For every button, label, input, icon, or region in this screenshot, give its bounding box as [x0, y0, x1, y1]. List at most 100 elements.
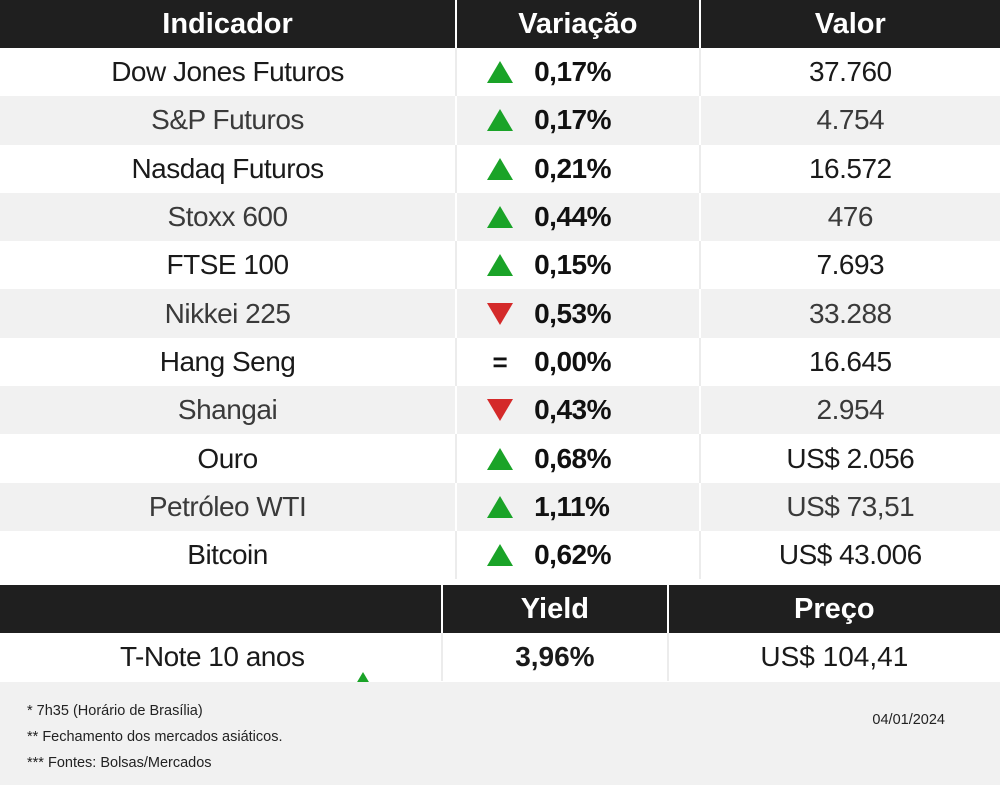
table-row: Shangai 0,43% 2.954 — [0, 386, 1000, 435]
arrow-up-icon — [487, 61, 514, 84]
header-yield: Yield — [520, 592, 590, 625]
indicator-value: 4.754 — [816, 104, 885, 136]
header-variacao: Variação — [518, 7, 638, 40]
table-row: Nasdaq Futuros 0,21% 16.572 — [0, 144, 1000, 193]
indicator-value: US$ 2.056 — [786, 442, 915, 474]
cell-divider — [441, 633, 444, 681]
indicator-value: 33.288 — [808, 297, 892, 329]
indicator-change: 0,53% — [534, 297, 611, 329]
bond-name-cell: T-Note 10 anos — [0, 633, 441, 694]
arrow-down-icon — [487, 302, 514, 325]
table-row: Hang Seng = 0,00% 16.645 — [0, 337, 1000, 387]
indicator-change-cell: = 0,00% — [457, 338, 699, 386]
date-label: 04/01/2024 — [872, 712, 945, 728]
indicator-value: 476 — [827, 201, 874, 233]
table-row: Bitcoin 0,62% US$ 43.006 — [0, 530, 1000, 580]
header-indicador: Indicador — [162, 7, 293, 40]
bond-name: T-Note 10 anos — [120, 641, 305, 672]
indicator-change: 0,17% — [534, 56, 611, 88]
cell-divider — [698, 192, 701, 242]
bond-table-header: Yield Preço — [0, 585, 1000, 633]
arrow-up-icon — [487, 544, 514, 567]
cell-divider — [698, 386, 701, 435]
indicator-change-cell: 0,68% — [457, 434, 699, 482]
indicator-change: 0,21% — [534, 152, 611, 184]
indicator-change-cell: 0,17% — [457, 96, 699, 144]
cell-divider — [455, 241, 458, 290]
equal-icon: = — [487, 346, 513, 377]
indicator-change-cell: 0,21% — [457, 145, 699, 193]
indicator-change: 0,68% — [534, 442, 611, 474]
indicator-value: 2.954 — [816, 394, 885, 426]
cell-divider — [455, 482, 458, 531]
indicator-value: 7.693 — [816, 249, 885, 281]
table-row: S&P Futuros 0,17% 4.754 — [0, 96, 1000, 145]
indicator-change-cell: 0,44% — [457, 193, 699, 241]
indicator-change-cell: 0,43% — [457, 386, 699, 434]
indicator-change: 0,44% — [534, 201, 611, 233]
footer: * 7h35 (Horário de Brasília) ** Fechamen… — [0, 682, 1000, 785]
arrow-up-icon — [487, 157, 514, 180]
equal-symbol: = — [492, 346, 508, 377]
header-divider — [441, 585, 444, 633]
header-valor: Valor — [814, 7, 886, 40]
arrow-up-icon — [487, 495, 514, 518]
table-header: Indicador Variação Valor — [0, 0, 1000, 48]
indicator-change-cell: 1,11% — [457, 483, 699, 531]
arrow-up-icon — [350, 641, 376, 694]
bond-row: T-Note 10 anos 3,96% US$ 104,41 — [0, 633, 1000, 694]
indicator-name: Ouro — [197, 442, 258, 474]
cell-divider — [455, 289, 458, 338]
indicator-name: Dow Jones Futuros — [111, 56, 344, 88]
indicator-name: Nikkei 225 — [164, 297, 291, 329]
cell-divider — [455, 530, 458, 580]
table-row: FTSE 100 0,15% 7.693 — [0, 241, 1000, 290]
indicator-value: 16.645 — [808, 345, 892, 377]
indicator-change: 0,62% — [534, 539, 611, 571]
indicator-name: S&P Futuros — [151, 104, 304, 136]
cell-divider — [698, 482, 701, 531]
cell-divider — [698, 337, 701, 387]
arrow-up-icon — [487, 206, 514, 229]
indicator-name: Shangai — [177, 394, 278, 426]
cell-divider — [455, 48, 458, 97]
indicator-change: 0,15% — [534, 249, 611, 281]
indicator-change: 0,00% — [534, 345, 611, 377]
table-row: Petróleo WTI 1,11% US$ 73,51 — [0, 482, 1000, 531]
indicator-change-cell: 0,17% — [457, 48, 699, 96]
indicator-name: Hang Seng — [159, 345, 296, 377]
bond-yield: 3,96% — [515, 641, 595, 672]
cell-divider — [455, 144, 458, 193]
indicator-value: US$ 73,51 — [786, 490, 915, 522]
header-divider — [698, 0, 701, 48]
cell-divider — [455, 192, 458, 242]
arrow-up-icon — [487, 447, 514, 470]
arrow-up-icon — [487, 254, 514, 277]
cell-divider — [698, 289, 701, 338]
cell-divider — [698, 48, 701, 97]
cell-divider — [666, 633, 669, 681]
indicator-change: 0,17% — [534, 104, 611, 136]
header-divider — [455, 0, 458, 48]
footnote: *** Fontes: Bolsas/Mercados — [27, 755, 212, 771]
cell-divider — [455, 386, 458, 435]
indicator-name: FTSE 100 — [166, 249, 290, 281]
indicator-table-body: Dow Jones Futuros 0,17% 37.760 S&P Futuros 0… — [0, 48, 1000, 580]
indicator-change-cell: 0,15% — [457, 241, 699, 289]
footnote: ** Fechamento dos mercados asiáticos. — [27, 729, 283, 745]
indicator-value: US$ 43.006 — [778, 539, 922, 571]
bond-price: US$ 104,41 — [760, 641, 909, 672]
footnotes: * 7h35 (Horário de Brasília) ** Fechamen… — [27, 698, 283, 776]
cell-divider — [455, 434, 458, 483]
cell-divider — [698, 434, 701, 483]
table-row: Nikkei 225 0,53% 33.288 — [0, 289, 1000, 338]
indicator-value: 37.760 — [808, 56, 892, 88]
indicator-name: Bitcoin — [187, 539, 268, 571]
footnote: * 7h35 (Horário de Brasília) — [27, 703, 203, 719]
arrow-down-icon — [487, 399, 514, 422]
indicator-change-cell: 0,62% — [457, 531, 699, 579]
indicator-name: Nasdaq Futuros — [131, 152, 324, 184]
cell-divider — [698, 241, 701, 290]
table-row: Stoxx 600 0,44% 476 — [0, 192, 1000, 242]
header-preco: Preço — [794, 592, 875, 625]
